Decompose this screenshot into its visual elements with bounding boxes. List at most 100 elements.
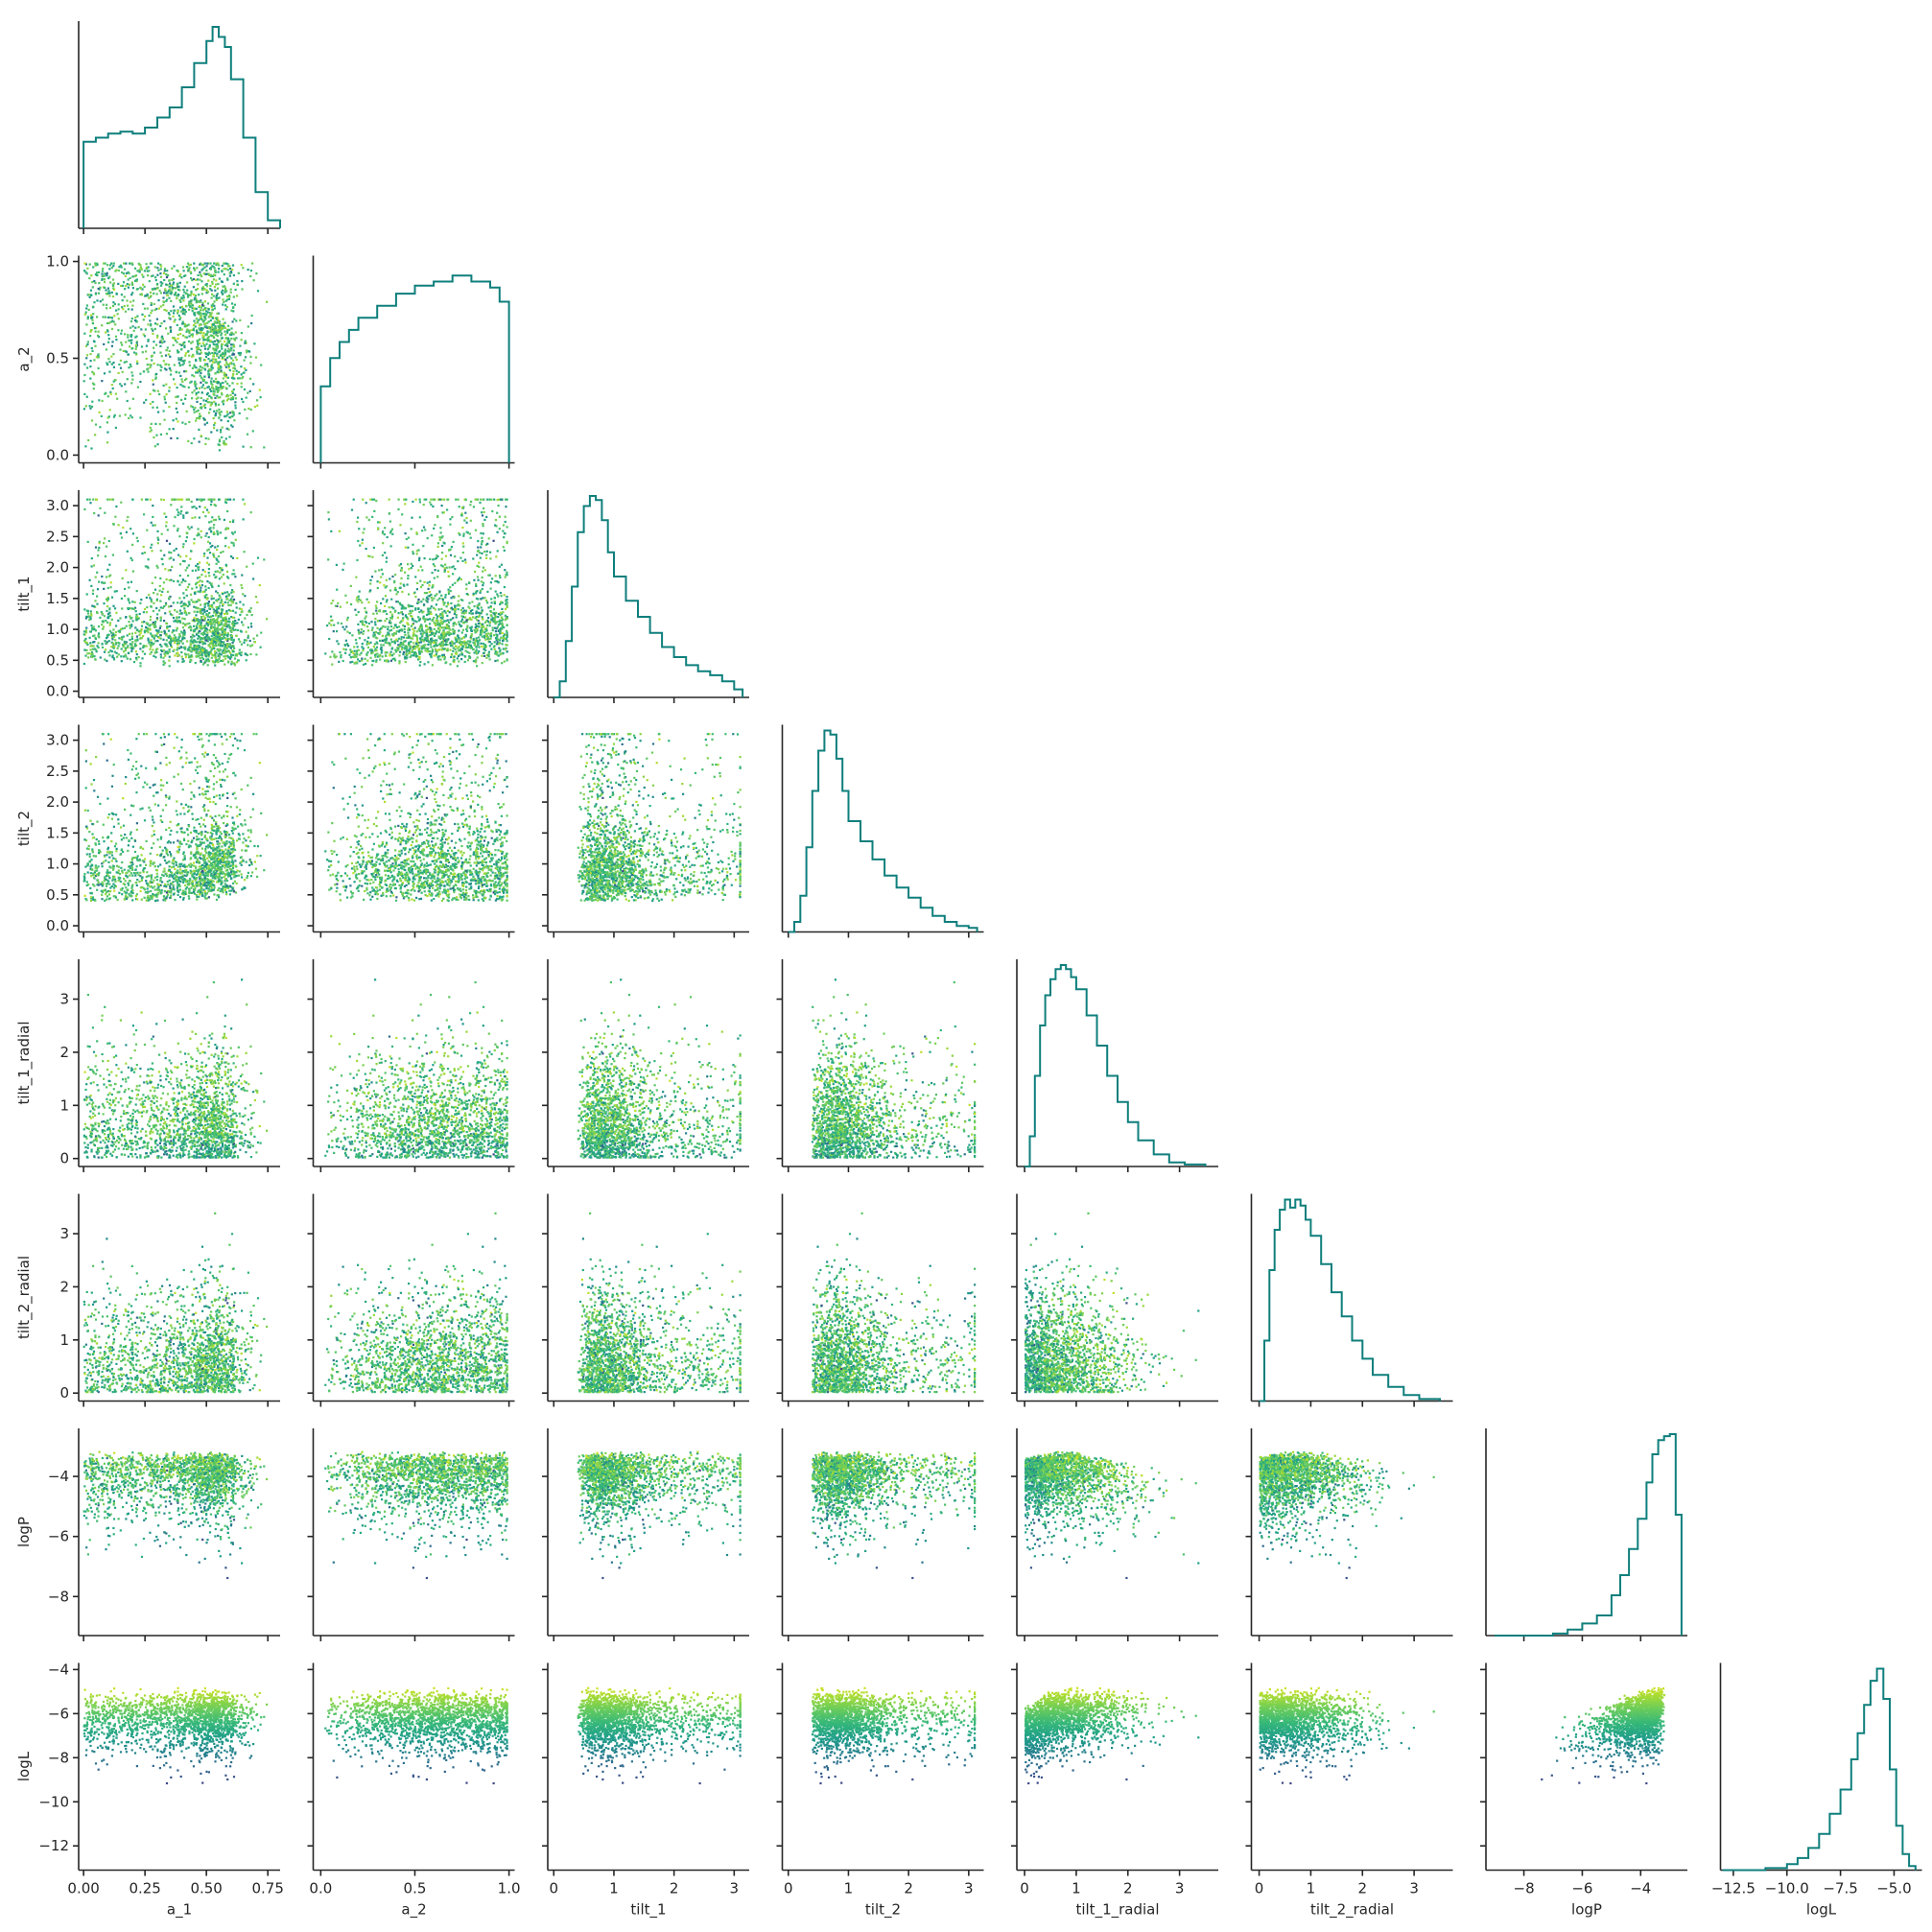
scatter-point: [210, 319, 212, 321]
scatter-point: [183, 296, 185, 298]
scatter-point: [446, 508, 448, 510]
scatter-point: [106, 610, 107, 612]
scatter-point: [130, 277, 131, 279]
scatter-point: [108, 612, 110, 614]
scatter-point: [117, 620, 119, 622]
scatter-point: [137, 288, 139, 290]
scatter-point: [232, 621, 234, 623]
scatter-point: [223, 353, 224, 355]
scatter-point: [105, 331, 106, 333]
scatter-point: [196, 634, 198, 636]
scatter-point: [195, 383, 197, 385]
scatter-point: [109, 649, 111, 651]
scatter-point: [211, 265, 213, 267]
scatter-point: [98, 282, 100, 284]
scatter-point: [244, 639, 246, 641]
scatter-point: [108, 338, 110, 340]
scatter-point: [209, 542, 211, 544]
scatter-point: [465, 588, 467, 590]
scatter-point: [181, 612, 183, 614]
scatter-point: [247, 626, 249, 628]
scatter-point: [221, 333, 223, 335]
scatter-point: [223, 641, 224, 643]
scatter-point: [144, 316, 146, 318]
scatter-point: [426, 592, 428, 594]
scatter-point: [112, 628, 114, 630]
panel-tilt_1-vs-a_1: 0.00.51.01.52.02.53.0tilt_1: [15, 490, 280, 703]
scatter-point: [122, 299, 124, 301]
scatter-point: [406, 637, 408, 639]
scatter-point: [211, 516, 213, 518]
scatter-point: [93, 634, 95, 636]
scatter-point: [217, 293, 219, 295]
scatter-point: [333, 653, 335, 655]
scatter-point: [148, 297, 150, 299]
scatter-point: [130, 364, 131, 365]
scatter-point: [200, 360, 201, 362]
scatter-point: [198, 621, 200, 623]
scatter-point: [371, 664, 373, 666]
scatter-point: [160, 653, 162, 655]
scatter-point: [196, 350, 198, 352]
scatter-point: [204, 515, 206, 517]
scatter-point: [207, 602, 209, 604]
scatter-point: [179, 375, 181, 377]
scatter-point: [207, 604, 209, 606]
scatter-point: [106, 569, 108, 571]
scatter-point: [249, 378, 251, 380]
scatter-point: [235, 331, 237, 333]
scatter-point: [220, 601, 222, 603]
scatter-point: [147, 271, 149, 272]
scatter-point: [199, 584, 200, 586]
scatter-point: [233, 318, 235, 320]
scatter-point: [104, 640, 106, 642]
scatter-point: [164, 288, 166, 290]
scatter-point: [128, 417, 130, 419]
scatter-point: [213, 661, 215, 663]
scatter-point: [90, 645, 92, 647]
scatter-point: [233, 345, 235, 347]
scatter-point: [136, 636, 138, 638]
scatter-point: [112, 362, 114, 364]
scatter-point: [223, 620, 224, 622]
scatter-point: [146, 263, 148, 265]
scatter-point: [105, 555, 106, 557]
scatter-point: [181, 637, 183, 639]
scatter-point: [211, 290, 213, 292]
scatter-point: [208, 607, 210, 609]
scatter-point: [165, 327, 167, 329]
scatter-point: [219, 328, 221, 330]
scatter-point: [173, 559, 175, 561]
scatter-point: [107, 288, 109, 290]
scatter-point: [186, 266, 188, 268]
scatter-point: [443, 542, 445, 544]
scatter-point: [182, 299, 184, 301]
scatter-point: [219, 642, 221, 644]
scatter-point: [193, 324, 195, 326]
scatter-point: [90, 624, 92, 626]
scatter-point: [223, 655, 224, 657]
scatter-point: [96, 274, 98, 276]
scatter-point: [386, 599, 388, 601]
scatter-point: [172, 337, 174, 339]
scatter-point: [215, 386, 217, 388]
scatter-point: [221, 624, 223, 625]
scatter-point: [457, 499, 459, 501]
scatter-point: [128, 600, 130, 601]
scatter-point: [129, 345, 130, 347]
scatter-point: [151, 599, 153, 601]
scatter-point: [241, 587, 243, 589]
scatter-point: [218, 409, 220, 411]
scatter-point: [178, 286, 180, 288]
scatter-point: [220, 645, 222, 647]
scatter-point: [206, 422, 208, 424]
scatter-point: [218, 616, 220, 618]
scatter-point: [114, 303, 116, 305]
scatter-point: [151, 544, 153, 546]
scatter-point: [224, 519, 225, 521]
scatter-point: [131, 636, 133, 638]
scatter-point: [150, 653, 152, 655]
scatter-point: [123, 263, 125, 265]
scatter-point: [255, 653, 257, 655]
scatter-point: [177, 270, 178, 271]
